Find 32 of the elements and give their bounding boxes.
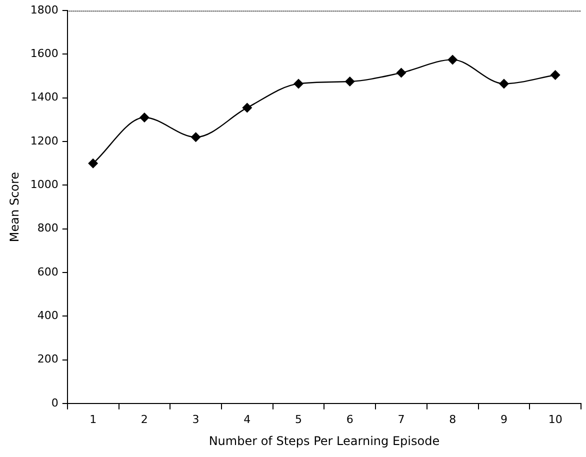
y-tick-label: 200 xyxy=(37,352,58,366)
point xyxy=(294,78,304,89)
y-tick-label: 1000 xyxy=(30,178,58,192)
y-tick-label: 400 xyxy=(37,308,58,322)
x-tick-label: 9 xyxy=(500,412,508,426)
x-tick-label: 4 xyxy=(244,412,251,426)
y-axis-title: Mean Score xyxy=(7,172,22,242)
x-tick-label: 1 xyxy=(90,412,97,426)
point xyxy=(190,132,201,142)
y-tick-label: 1200 xyxy=(30,134,58,148)
point xyxy=(242,102,252,113)
x-tick-label: 3 xyxy=(192,412,200,426)
x-tick-label: 2 xyxy=(140,412,148,426)
x-tick-label: 10 xyxy=(548,412,562,426)
y-tick-label: 1800 xyxy=(30,3,58,16)
x-tick-label: 8 xyxy=(449,412,456,426)
x-tick-label: 5 xyxy=(295,412,302,426)
point xyxy=(88,158,98,168)
x-axis-title: Number of Steps Per Learning Episode xyxy=(208,434,440,448)
point xyxy=(448,54,458,65)
y-tick-label: 0 xyxy=(51,396,58,410)
y-tick-label: 1600 xyxy=(30,47,58,60)
point xyxy=(550,70,560,80)
x-tick-label: 7 xyxy=(398,412,405,426)
point xyxy=(498,78,509,89)
point xyxy=(139,112,150,123)
point xyxy=(396,68,406,78)
y-tick-label: 800 xyxy=(37,222,58,235)
y-tick-label: 600 xyxy=(37,265,58,278)
point xyxy=(344,76,355,87)
y-tick-label: 1400 xyxy=(30,90,58,104)
x-tick-label: 6 xyxy=(346,412,354,426)
